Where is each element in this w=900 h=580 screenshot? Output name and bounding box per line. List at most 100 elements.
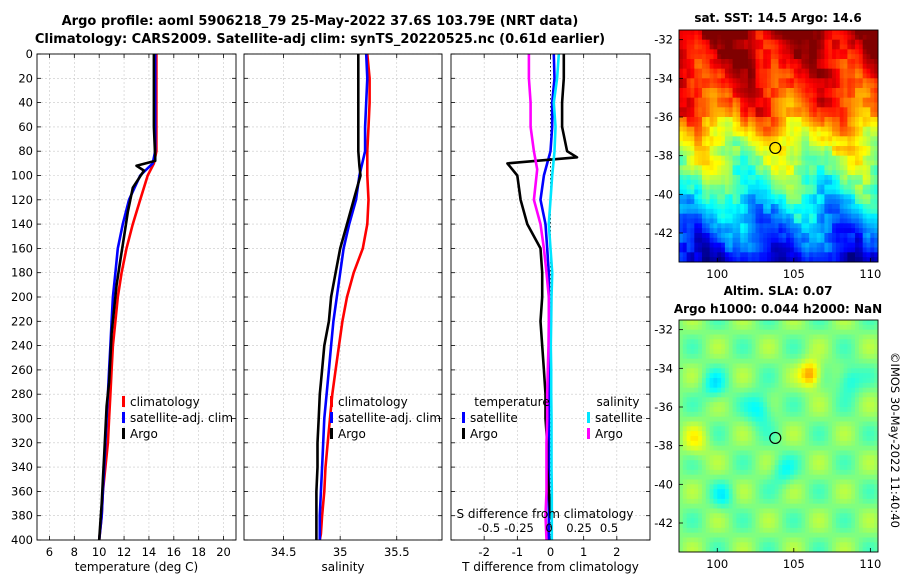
map-cell <box>874 68 879 74</box>
map-cell <box>797 204 802 210</box>
map-cell <box>724 503 730 509</box>
map-cell <box>847 165 852 171</box>
map-cell <box>835 373 841 379</box>
map-cell <box>690 474 695 480</box>
map-cell <box>732 83 737 89</box>
map-cell <box>770 387 776 393</box>
map-cell <box>874 112 879 118</box>
map-cell <box>835 489 841 495</box>
map-cell <box>694 411 699 418</box>
map-cell <box>728 208 733 215</box>
map-cell <box>698 378 703 384</box>
map-cell <box>721 324 726 331</box>
map-cell <box>778 378 783 384</box>
map-cell <box>793 494 799 500</box>
map-cell <box>789 218 795 224</box>
map-cell <box>809 97 814 103</box>
map-cell <box>816 78 821 84</box>
map-cell <box>767 450 772 456</box>
map-cell <box>770 445 776 451</box>
map-cell <box>855 107 860 113</box>
map-cell <box>694 469 699 476</box>
legend-swatch <box>587 428 590 439</box>
depth-tick-label: 380 <box>11 509 33 523</box>
map-cell <box>828 228 833 234</box>
map-cell <box>855 126 860 132</box>
map-cell <box>682 68 688 74</box>
map-cell <box>789 194 795 200</box>
map-cell <box>851 382 856 389</box>
map-cell <box>682 450 688 456</box>
map-cell <box>855 131 860 137</box>
map-cell <box>866 218 871 224</box>
map-cell <box>732 175 737 181</box>
map-cell <box>828 416 833 422</box>
map-cell <box>793 460 799 466</box>
depth-tick-label: 400 <box>11 533 33 547</box>
map-cell <box>874 150 879 157</box>
map-cell <box>862 353 867 360</box>
map-cell <box>717 150 722 157</box>
map-cell <box>709 368 714 374</box>
map-cell <box>778 237 783 244</box>
map-cell <box>721 131 726 137</box>
map-cell <box>824 165 829 171</box>
map-cell <box>843 208 848 215</box>
map-cell <box>778 199 783 205</box>
map-cell <box>793 204 799 210</box>
map-cell <box>755 184 760 190</box>
map-cell <box>728 469 733 476</box>
map-cell <box>713 513 718 519</box>
map-cell <box>793 426 799 432</box>
map-cell <box>736 402 741 408</box>
map-cell <box>797 117 802 123</box>
map-cell <box>717 131 722 137</box>
map-cell <box>721 237 726 244</box>
map-cell <box>832 508 837 514</box>
map-cell <box>809 349 814 355</box>
map-cell <box>767 324 772 331</box>
map-cell <box>793 112 799 118</box>
map-cell <box>812 179 818 186</box>
map-cell <box>732 252 737 258</box>
map-cell <box>709 136 714 142</box>
map-cell <box>862 329 867 335</box>
map-cell <box>843 136 848 142</box>
map-cell <box>690 97 695 103</box>
map-cell <box>701 252 707 258</box>
map-cell <box>755 460 760 466</box>
map-cell <box>717 358 722 364</box>
map-cell <box>759 102 764 108</box>
map-cell <box>782 39 787 45</box>
map-cell <box>705 455 711 461</box>
map-cell <box>786 445 791 451</box>
map-cell <box>774 204 779 210</box>
map-cell <box>793 320 799 326</box>
map-cell <box>847 421 852 427</box>
map-cell <box>747 59 753 65</box>
map-cell <box>767 440 772 447</box>
map-cell <box>828 131 833 137</box>
map-cell <box>847 233 852 239</box>
map-cell <box>824 358 829 364</box>
map-cell <box>851 199 856 205</box>
map-cell <box>713 257 718 263</box>
map-cell <box>709 392 714 398</box>
map-cell <box>690 223 695 229</box>
map-cell <box>816 170 821 176</box>
map-cell <box>751 382 756 389</box>
map-cell <box>717 63 722 70</box>
map-cell <box>828 73 833 79</box>
map-cell <box>812 49 818 55</box>
map-cell <box>705 218 711 224</box>
map-cell <box>855 223 860 229</box>
map-cell <box>724 252 730 258</box>
map-cell <box>751 68 756 74</box>
map-cell <box>847 184 852 190</box>
map-cell <box>828 368 833 374</box>
map-cell <box>824 136 829 142</box>
map-cell <box>679 339 684 345</box>
map-cell <box>724 223 730 229</box>
map-cell <box>805 204 810 210</box>
map-cell <box>805 498 810 505</box>
